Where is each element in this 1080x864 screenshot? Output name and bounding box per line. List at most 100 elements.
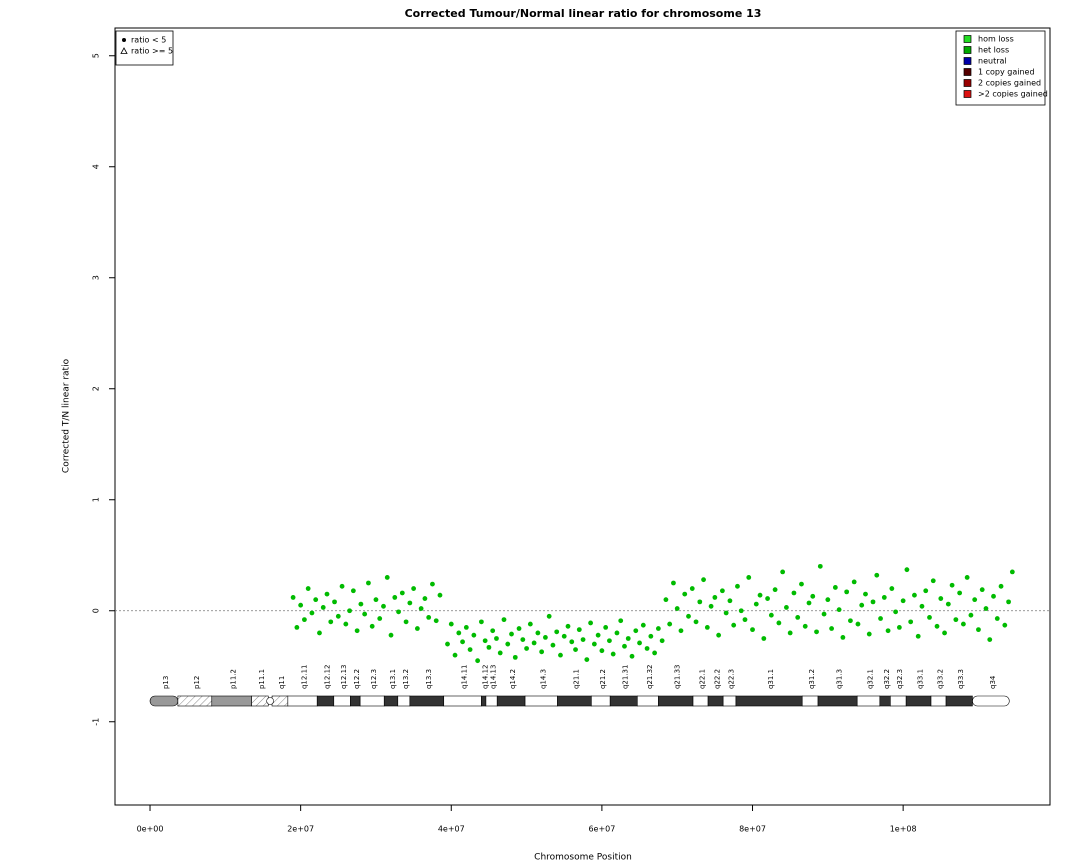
data-point [930, 578, 936, 584]
legend-swatch [963, 57, 972, 65]
chromosome-band [333, 695, 351, 707]
data-point [603, 625, 609, 630]
legend-swatch [963, 79, 972, 87]
x-tick-label: 8e+07 [739, 825, 766, 834]
chromosome-band [557, 695, 592, 707]
data-point [625, 636, 631, 641]
band-label: q31.1 [767, 669, 775, 689]
chart-title: Corrected Tumour/Normal linear ratio for… [405, 7, 762, 20]
chromosome-band [251, 695, 269, 707]
band-label: p11.1 [258, 669, 266, 689]
chromosome-band [722, 695, 737, 707]
x-tick-label: 0e+00 [137, 825, 164, 834]
data-point [750, 627, 755, 633]
data-point [509, 631, 514, 637]
data-point [430, 581, 435, 587]
data-point [543, 634, 548, 640]
data-point [580, 637, 586, 643]
data-point [328, 619, 334, 625]
data-point [640, 622, 646, 628]
data-point [836, 607, 842, 613]
band-label: p12 [193, 676, 201, 689]
data-point [723, 610, 729, 616]
data-point [908, 619, 914, 625]
band-label: q21.2 [599, 669, 607, 689]
legend-label: neutral [978, 57, 1007, 66]
y-tick-label: 2 [92, 386, 101, 391]
data-point [347, 608, 352, 614]
data-point [573, 647, 578, 652]
data-point [381, 603, 386, 609]
band-label: q14.2 [509, 669, 517, 689]
data-point [919, 603, 925, 609]
data-point [418, 606, 424, 611]
data-point [460, 639, 465, 645]
data-point [1006, 599, 1011, 605]
data-point [433, 618, 439, 624]
data-point [527, 621, 533, 627]
data-point [305, 586, 311, 591]
data-point [388, 632, 394, 638]
data-point [731, 622, 737, 628]
data-point [874, 572, 880, 578]
chromosome-band [524, 695, 558, 707]
data-point [704, 625, 710, 630]
y-tick-label: 0 [92, 608, 101, 613]
data-point [938, 596, 944, 601]
x-tick-label: 6e+07 [588, 825, 615, 834]
data-point [923, 588, 929, 594]
x-tick-label: 2e+07 [287, 825, 314, 834]
data-point [637, 640, 642, 646]
data-point [339, 583, 345, 589]
data-point [708, 603, 714, 609]
chromosome-band [496, 695, 526, 707]
data-point [945, 601, 951, 607]
data-point [840, 634, 846, 640]
y-tick-label: 5 [92, 53, 101, 58]
data-point [565, 623, 571, 629]
data-point [689, 586, 695, 591]
data-point [693, 619, 699, 625]
y-axis-title: Corrected T/N linear ratio [62, 358, 72, 473]
data-point [448, 621, 454, 627]
data-point [546, 613, 552, 619]
data-point [561, 633, 567, 639]
band-label: q31.2 [808, 669, 816, 689]
data-point [407, 600, 413, 606]
data-point [885, 628, 891, 634]
data-point [422, 596, 428, 601]
data-point [889, 586, 895, 591]
data-point [1009, 569, 1015, 575]
data-point [912, 592, 917, 598]
data-point [652, 650, 658, 656]
legend-swatch [963, 35, 972, 43]
data-point [324, 591, 330, 597]
data-point [934, 623, 940, 629]
data-point [554, 629, 560, 635]
data-point [659, 638, 665, 644]
chromosome-band [287, 695, 318, 707]
data-point [829, 626, 834, 631]
band-label: q33.2 [937, 669, 945, 689]
data-point [960, 621, 966, 627]
data-point [976, 627, 981, 633]
band-label: q12.2 [353, 669, 361, 689]
chromosome-band [271, 695, 289, 707]
chromosome-band [856, 695, 881, 707]
chromosome-band [930, 695, 947, 707]
plot-frame [114, 27, 1051, 806]
data-point [1002, 622, 1008, 628]
data-point [332, 599, 337, 605]
data-point [471, 632, 477, 638]
data-point [878, 616, 883, 621]
data-point [817, 563, 823, 569]
data-point [362, 611, 368, 617]
data-point [674, 606, 680, 611]
data-point [629, 653, 635, 659]
data-point [550, 642, 556, 648]
legend-swatch [963, 68, 972, 76]
data-point [795, 615, 801, 620]
data-point [591, 641, 597, 647]
data-point [403, 619, 409, 625]
data-point [294, 625, 300, 630]
